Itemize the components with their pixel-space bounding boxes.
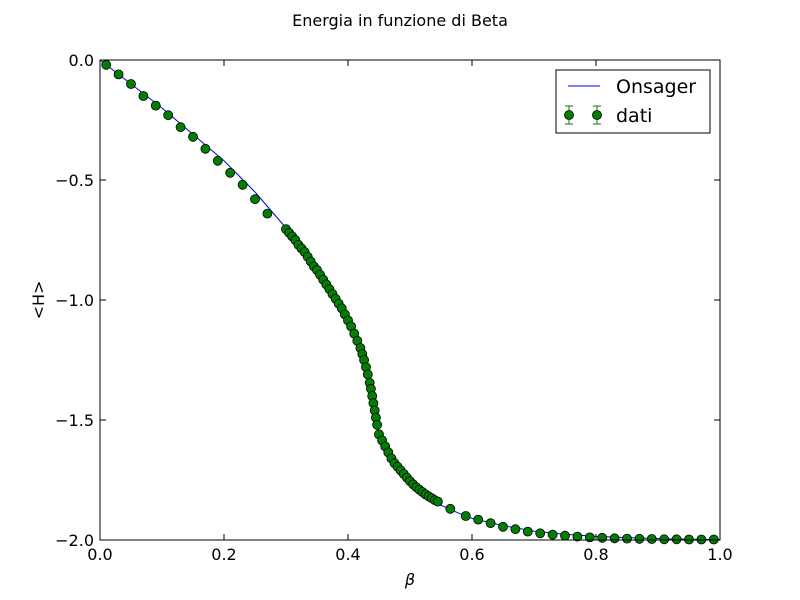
dati-point xyxy=(634,533,645,544)
series-dati xyxy=(101,59,719,545)
dati-point xyxy=(237,179,248,190)
dati-point xyxy=(547,529,558,540)
dati-point xyxy=(150,100,161,111)
dati-point xyxy=(372,419,383,430)
x-tick-label: 0.2 xyxy=(211,545,236,564)
x-tick-label: 0.4 xyxy=(335,545,360,564)
dati-point xyxy=(362,369,373,380)
dati-point xyxy=(163,110,174,121)
legend-onsager-label: Onsager xyxy=(616,76,696,98)
dati-point xyxy=(622,533,632,544)
dati-point xyxy=(212,155,223,166)
legend-dati-marker xyxy=(564,105,602,125)
dati-point xyxy=(560,530,570,541)
dati-point xyxy=(250,194,260,205)
dati-point xyxy=(659,534,670,545)
y-tick-label: 0.0 xyxy=(69,51,94,70)
dati-point xyxy=(445,503,456,514)
dati-point xyxy=(671,534,682,545)
y-axis-label: <H> xyxy=(29,281,48,320)
dati-point xyxy=(113,69,124,80)
x-tick-label: 1.0 xyxy=(707,545,732,564)
y-tick-label: −1.5 xyxy=(55,411,94,430)
axis-ticks: 0.0 0.2 0.4 0.6 0.8 1.0 0.0 −0.5 −1.0 −1.5 −2.0 xyxy=(55,51,733,564)
legend-frame xyxy=(555,69,711,134)
dati-point xyxy=(510,524,521,535)
legend: Onsager dati xyxy=(555,69,711,134)
dati-point xyxy=(225,167,236,178)
dati-point xyxy=(262,208,273,219)
dati-point xyxy=(138,91,149,101)
dati-point xyxy=(572,531,583,542)
dati-point xyxy=(609,533,620,544)
x-tick-label: 0.8 xyxy=(583,545,608,564)
dati-point xyxy=(188,131,198,142)
dati-point xyxy=(460,511,471,521)
x-tick-label: 0.0 xyxy=(87,545,112,564)
legend-dati-label: dati xyxy=(616,105,652,127)
dati-point xyxy=(584,532,595,543)
y-tick-label: −1.0 xyxy=(55,291,94,310)
dati-point xyxy=(473,514,484,525)
dati-point xyxy=(498,521,508,532)
dati-point xyxy=(200,143,211,154)
dati-point xyxy=(485,518,496,529)
dati-point xyxy=(126,79,136,89)
series-layer xyxy=(99,59,721,545)
dati-point xyxy=(432,496,443,507)
y-tick-label: −2.0 xyxy=(55,531,94,550)
y-tick-label: −0.5 xyxy=(55,171,94,190)
dati-point xyxy=(646,534,657,544)
x-tick-label: 0.6 xyxy=(459,545,484,564)
dati-point xyxy=(175,122,186,133)
x-axis-label: β xyxy=(404,570,415,589)
dati-point xyxy=(535,528,546,539)
dati-point xyxy=(597,532,608,543)
dati-point xyxy=(101,59,112,70)
dati-point xyxy=(522,526,533,537)
chart-title: Energia in funzione di Beta xyxy=(292,11,508,30)
